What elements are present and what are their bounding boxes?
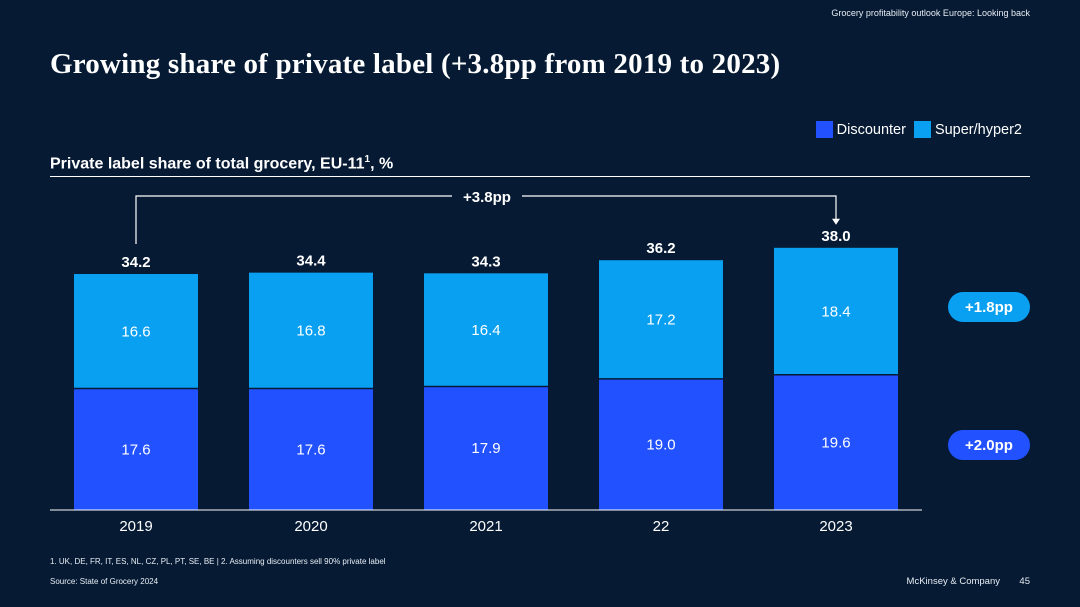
chart-subtitle-text: Private label share of total grocery, EU… [50,155,365,173]
value-label-super-hyper-2021: 16.4 [471,322,500,339]
legend-swatch-discounter [815,121,833,138]
page-number: 45 [1019,576,1030,587]
value-label-discounter-2020: 17.6 [296,441,325,458]
bracket-line-left [135,195,452,245]
chart-legend: Discounter Super/hyper2 [815,121,1022,138]
total-label-2021: 34.3 [471,253,500,270]
legend-item-discounter: Discounter [815,121,906,138]
bar-super-hyper-2020 [249,272,373,389]
delta-pill-super-hyper: +1.8pp [948,292,1030,322]
delta-pill-discounter: +2.0pp [948,430,1030,460]
total-label-2023: 38.0 [821,228,850,245]
value-label-discounter-2023: 19.6 [821,434,850,451]
x-tick-label-22: 22 [653,518,670,535]
legend-swatch-super-hyper [913,121,931,138]
bar-discounter-2021 [424,386,548,510]
value-label-super-hyper-2019: 16.6 [121,323,150,340]
brand-name: McKinsey & Company [906,576,1000,587]
x-tick-label-2021: 2021 [469,518,502,535]
bar-discounter-2020 [249,388,373,510]
bar-super-hyper-2021 [424,273,548,387]
value-label-super-hyper-2023: 18.4 [821,303,850,320]
slide-title: Growing share of private label (+3.8pp f… [50,48,781,80]
bar-super-hyper-2023 [774,247,898,375]
subtitle-divider [50,176,1030,177]
total-label-2019: 34.2 [121,254,150,271]
x-tick-label-2019: 2019 [119,518,152,535]
bar-discounter-22 [599,378,723,510]
bracket-line-right [522,195,837,220]
bracket-annotation-label: +3.8pp [463,189,511,206]
footnote: 1. UK, DE, FR, IT, ES, NL, CZ, PL, PT, S… [50,557,386,566]
bar-super-hyper-22 [599,260,723,379]
bar-discounter-2023 [774,374,898,510]
legend-label-super-hyper: Super/hyper2 [934,121,1022,138]
legend-item-super-hyper: Super/hyper2 [913,121,1022,138]
chart-subtitle-footnote-mark: 1 [364,154,371,165]
source-note: Source: State of Grocery 2024 [50,577,159,586]
bar-super-hyper-2019 [74,274,198,389]
x-tick-label-2023: 2023 [819,518,852,535]
value-label-super-hyper-22: 17.2 [646,312,675,329]
bar-discounter-2019 [74,388,198,510]
total-label-22: 36.2 [646,240,675,257]
chart-subtitle-unit: , % [370,155,394,173]
bracket-arrowhead [832,218,840,225]
chart-subtitle: Private label share of total grocery, EU… [50,154,393,173]
value-label-discounter-2019: 17.6 [121,441,150,458]
value-label-super-hyper-2020: 16.8 [296,323,325,340]
value-label-discounter-2021: 17.9 [471,440,500,457]
header-tag: Grocery profitability outlook Europe: Lo… [831,8,1030,18]
legend-label-discounter: Discounter [836,121,906,138]
value-label-discounter-22: 19.0 [646,436,675,453]
x-tick-label-2020: 2020 [294,518,327,535]
total-label-2020: 34.4 [296,253,326,270]
